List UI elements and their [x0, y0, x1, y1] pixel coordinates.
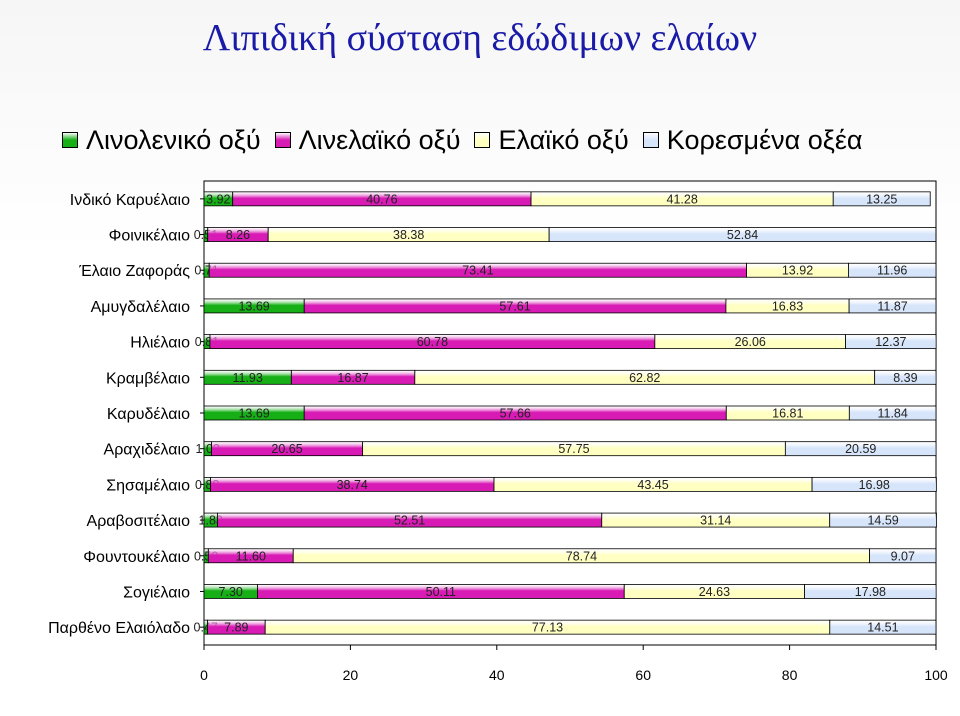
- legend-swatch: [474, 132, 491, 148]
- data-label: 1.83: [199, 514, 223, 528]
- data-label: 38.74: [337, 478, 368, 492]
- data-label: 11.84: [877, 407, 907, 421]
- bar-segment: [548, 227, 937, 242]
- legend: Λινολενικό οξύ Λινελαϊκό οξύ Ελαϊκό οξύ Κορ…: [62, 122, 876, 158]
- legend-item: Λινολενικό οξύ: [62, 125, 261, 156]
- data-label: 16.83: [772, 299, 803, 313]
- category-label: Παρθένο Ελαιόλαδο: [48, 620, 190, 637]
- category-label: Αραχιδέλαιο: [104, 442, 191, 459]
- data-label: 14.51: [867, 621, 898, 635]
- data-label: 7.89: [224, 621, 248, 635]
- data-label: 57.61: [499, 299, 530, 313]
- data-label: 20.65: [271, 442, 302, 456]
- data-label: 7.30: [219, 585, 243, 599]
- data-label: 14.59: [867, 514, 898, 528]
- data-label: 12.37: [875, 335, 906, 349]
- data-label: 11.60: [236, 549, 266, 563]
- category-label: Ινδικό Καρυέλαιο: [70, 192, 190, 209]
- category-label: Καρυδέλαιο: [107, 406, 190, 423]
- data-label: 31.14: [700, 514, 731, 528]
- x-tick-label: 0: [200, 667, 208, 683]
- bar-segment: [811, 476, 937, 492]
- data-label: 8.26: [226, 228, 250, 242]
- x-tick-label: 80: [782, 667, 798, 683]
- data-label: 11.96: [877, 264, 907, 278]
- data-label: 60.78: [417, 335, 448, 349]
- x-tick-label: 20: [343, 667, 359, 683]
- data-label: 9.07: [891, 549, 915, 563]
- x-tick-label: 60: [635, 667, 651, 683]
- data-label: 50.11: [426, 585, 456, 599]
- data-label: 24.63: [699, 585, 730, 599]
- data-label: 41.28: [667, 192, 698, 206]
- data-label: 38.38: [393, 228, 424, 242]
- data-label: 57.66: [500, 407, 531, 421]
- data-label: 77.13: [532, 621, 563, 635]
- data-label: 62.82: [629, 371, 660, 385]
- bar-segment: [869, 548, 937, 564]
- legend-label: Λινολενικό οξύ: [86, 124, 261, 155]
- x-tick-label: 100: [924, 667, 948, 683]
- bar-segment: [784, 441, 937, 457]
- legend-label: Κορεσμένα οξέα: [666, 124, 863, 155]
- bar-segment: [832, 191, 931, 207]
- legend-swatch: [62, 132, 78, 148]
- data-label: 73.41: [462, 264, 493, 278]
- data-label: 52.84: [727, 228, 758, 242]
- category-label: Φοινικέλαιο: [109, 228, 190, 245]
- bar-segment: [829, 512, 937, 528]
- data-label: 17.98: [855, 585, 886, 599]
- data-label: 78.74: [566, 549, 597, 563]
- bar-segment: [848, 262, 937, 278]
- bar-segment: [848, 298, 937, 314]
- data-label: 11.93: [232, 371, 262, 385]
- category-label: Φουντουκέλαιο: [83, 549, 190, 566]
- data-label: 13.69: [238, 299, 269, 313]
- data-label: 16.81: [772, 407, 803, 421]
- category-label: Αμυγδαλέλαιο: [91, 299, 190, 316]
- legend-item: Ελαϊκό οξύ: [474, 124, 629, 156]
- x-tick-label: 40: [489, 667, 505, 683]
- category-label: Ηλιέλαιο: [130, 335, 190, 352]
- data-label: 26.06: [735, 335, 766, 349]
- data-label: 13.25: [866, 192, 897, 206]
- bar-segment: [804, 584, 937, 599]
- chart-title: Λιπιδική σύσταση εδώδιμων ελαίων: [202, 17, 758, 59]
- bar-segment: [874, 369, 937, 385]
- data-label: 11.87: [877, 299, 907, 313]
- legend-label: Ελαϊκό οξύ: [498, 124, 629, 155]
- data-label: 13.92: [782, 264, 813, 278]
- legend-item: Λινελαϊκό οξύ: [274, 124, 461, 156]
- category-label: Σησαμέλαιο: [106, 477, 190, 494]
- data-label: 43.45: [637, 478, 668, 492]
- data-label: 16.87: [337, 371, 368, 385]
- data-label: 40.76: [366, 192, 397, 206]
- bar-segment: [848, 405, 937, 421]
- data-label: 20.59: [845, 442, 876, 456]
- data-label: 57.75: [558, 442, 589, 456]
- category-label: Έλαιο Ζαφοράς: [78, 263, 190, 280]
- category-label: Αραβοσιτέλαιο: [87, 513, 191, 530]
- data-label: 16.98: [859, 478, 890, 492]
- bar-segment: [829, 619, 937, 635]
- legend-label: Λινελαϊκό οξύ: [298, 124, 461, 155]
- data-label: 3.92: [206, 192, 230, 206]
- category-label: Κραμβέλαιο: [106, 370, 190, 387]
- data-label: 13.69: [238, 407, 269, 421]
- bar-segment: [845, 334, 937, 350]
- data-label: 8.39: [893, 371, 917, 385]
- category-label: Σογιέλαιο: [123, 584, 190, 601]
- legend-swatch: [642, 132, 659, 148]
- data-label: 52.51: [394, 514, 425, 528]
- legend-item: Κορεσμένα οξέα: [642, 124, 863, 156]
- legend-swatch: [274, 132, 291, 148]
